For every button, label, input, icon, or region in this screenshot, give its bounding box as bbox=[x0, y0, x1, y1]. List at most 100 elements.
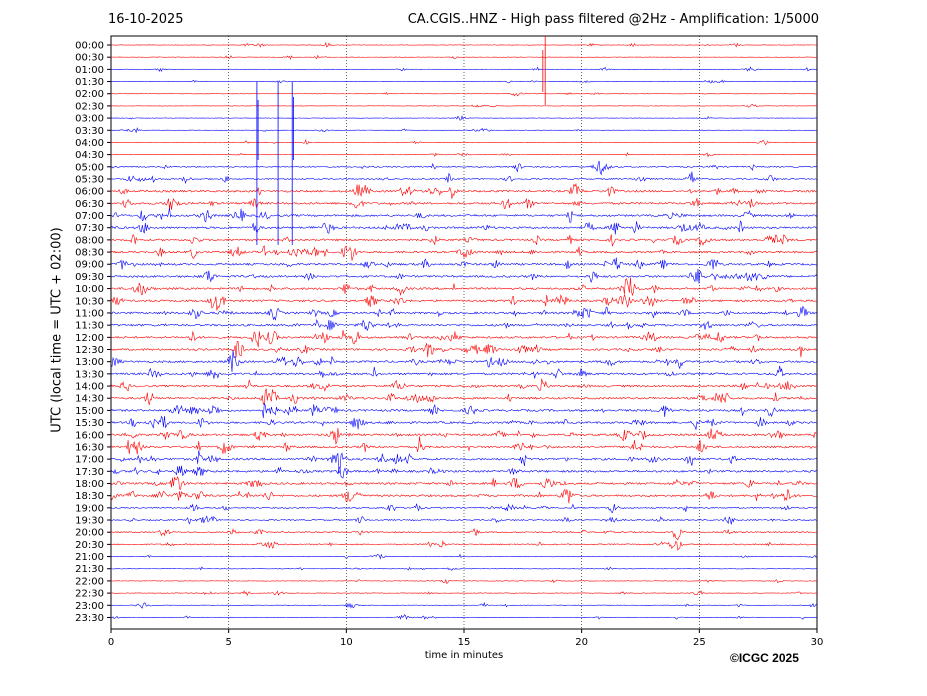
y-tick-label: 06:00 bbox=[75, 187, 104, 198]
trace-2200 bbox=[110, 578, 818, 585]
trace-1630 bbox=[110, 436, 818, 455]
y-tick-label: 05:00 bbox=[75, 162, 104, 173]
y-tick-label: 01:30 bbox=[75, 77, 104, 88]
trace-1930 bbox=[110, 515, 818, 525]
trace-2100 bbox=[110, 553, 818, 560]
x-tick-label: 20 bbox=[575, 637, 588, 648]
y-tick-label: 17:30 bbox=[75, 467, 104, 478]
trace-0400 bbox=[110, 138, 818, 146]
trace-1800 bbox=[110, 476, 818, 490]
trace-1600 bbox=[110, 427, 818, 445]
y-tick-label: 11:00 bbox=[75, 308, 104, 319]
x-tick-label: 15 bbox=[458, 637, 471, 648]
y-tick-label: 09:00 bbox=[75, 260, 104, 271]
x-tick-label: 0 bbox=[108, 637, 114, 648]
y-tick-label: 21:30 bbox=[75, 564, 104, 575]
y-tick-label: 12:00 bbox=[75, 333, 104, 344]
y-tick-label: 19:00 bbox=[75, 503, 104, 514]
y-tick-label: 07:30 bbox=[75, 223, 104, 234]
y-tick-label: 05:30 bbox=[75, 174, 104, 185]
y-tick-label: 07:00 bbox=[75, 211, 104, 222]
trace-2000 bbox=[110, 528, 818, 541]
trace-1500 bbox=[110, 403, 818, 419]
trace-2130 bbox=[110, 566, 818, 571]
trace-0230 bbox=[110, 103, 818, 108]
y-tick-label: 14:00 bbox=[75, 382, 104, 393]
trace-1830 bbox=[110, 488, 818, 504]
trace-1200 bbox=[110, 329, 818, 348]
trace-0800 bbox=[110, 233, 818, 247]
trace-0500 bbox=[110, 160, 818, 176]
trace-1700 bbox=[110, 450, 818, 474]
x-tick-label: 30 bbox=[811, 637, 824, 648]
trace-1100 bbox=[110, 305, 818, 321]
chart-title: CA.CGIS..HNZ - High pass filtered @2Hz -… bbox=[407, 12, 819, 27]
x-tick-label: 25 bbox=[693, 637, 706, 648]
y-tick-label: 04:30 bbox=[75, 150, 104, 161]
y-tick-label: 14:30 bbox=[75, 394, 104, 405]
trace-1230 bbox=[110, 340, 818, 358]
trace-1000 bbox=[110, 277, 818, 297]
trace-1030 bbox=[110, 293, 818, 311]
y-tick-label: 12:30 bbox=[75, 345, 104, 356]
trace-1730 bbox=[110, 465, 818, 479]
y-tick-label: 15:30 bbox=[75, 418, 104, 429]
y-tick-label: 23:30 bbox=[75, 613, 104, 624]
trace-0300 bbox=[110, 115, 818, 121]
trace-0130 bbox=[110, 79, 818, 84]
trace-1430 bbox=[110, 388, 818, 406]
y-tick-label: 01:00 bbox=[75, 65, 104, 76]
trace-1400 bbox=[110, 378, 818, 392]
x-axis-label: time in minutes bbox=[424, 650, 504, 661]
y-tick-label: 11:30 bbox=[75, 321, 104, 332]
trace-1900 bbox=[110, 503, 818, 514]
trace-0600 bbox=[110, 182, 818, 199]
trace-0930 bbox=[110, 269, 818, 284]
trace-0900 bbox=[110, 257, 818, 270]
y-tick-label: 03:00 bbox=[75, 114, 104, 125]
y-tick-label: 08:30 bbox=[75, 248, 104, 259]
trace-0030 bbox=[110, 54, 818, 60]
y-tick-label: 16:00 bbox=[75, 430, 104, 441]
trace-0000 bbox=[110, 41, 818, 48]
trace-1530 bbox=[110, 415, 818, 430]
y-tick-label: 20:30 bbox=[75, 540, 104, 551]
y-tick-label: 09:30 bbox=[75, 272, 104, 283]
trace-0730 bbox=[110, 220, 818, 235]
y-tick-label: 00:00 bbox=[75, 41, 104, 52]
x-tick-label: 10 bbox=[340, 637, 353, 648]
y-tick-label: 02:00 bbox=[75, 89, 104, 100]
trace-0700 bbox=[110, 207, 818, 223]
y-tick-label: 18:00 bbox=[75, 479, 104, 490]
trace-0100 bbox=[110, 66, 818, 72]
trace-1130 bbox=[110, 318, 818, 332]
trace-0830 bbox=[110, 245, 818, 261]
y-tick-label: 08:00 bbox=[75, 235, 104, 246]
trace-0630 bbox=[110, 198, 818, 210]
y-tick-label: 13:00 bbox=[75, 357, 104, 368]
y-tick-label: 23:00 bbox=[75, 601, 104, 612]
y-tick-label: 22:00 bbox=[75, 576, 104, 587]
y-tick-label: 00:30 bbox=[75, 53, 104, 64]
trace-0330 bbox=[110, 127, 818, 134]
y-tick-label: 06:30 bbox=[75, 199, 104, 210]
copyright: ©ICGC 2025 bbox=[730, 651, 799, 665]
y-tick-label: 13:30 bbox=[75, 369, 104, 380]
date-title: 16-10-2025 bbox=[108, 12, 184, 27]
trace-0430 bbox=[110, 152, 818, 158]
trace-0200 bbox=[110, 92, 818, 97]
trace-2230 bbox=[110, 590, 818, 597]
y-tick-label: 16:30 bbox=[75, 442, 104, 453]
y-tick-label: 19:30 bbox=[75, 516, 104, 527]
trace-0530 bbox=[110, 171, 818, 185]
y-tick-label: 10:30 bbox=[75, 296, 104, 307]
y-tick-label: 22:30 bbox=[75, 589, 104, 600]
x-tick-label: 5 bbox=[225, 637, 231, 648]
trace-2300 bbox=[110, 601, 818, 609]
y-tick-label: 18:30 bbox=[75, 491, 104, 502]
y-tick-label: 20:00 bbox=[75, 528, 104, 539]
y-tick-label: 10:00 bbox=[75, 284, 104, 295]
y-tick-label: 03:30 bbox=[75, 126, 104, 137]
trace-1330 bbox=[110, 365, 818, 379]
